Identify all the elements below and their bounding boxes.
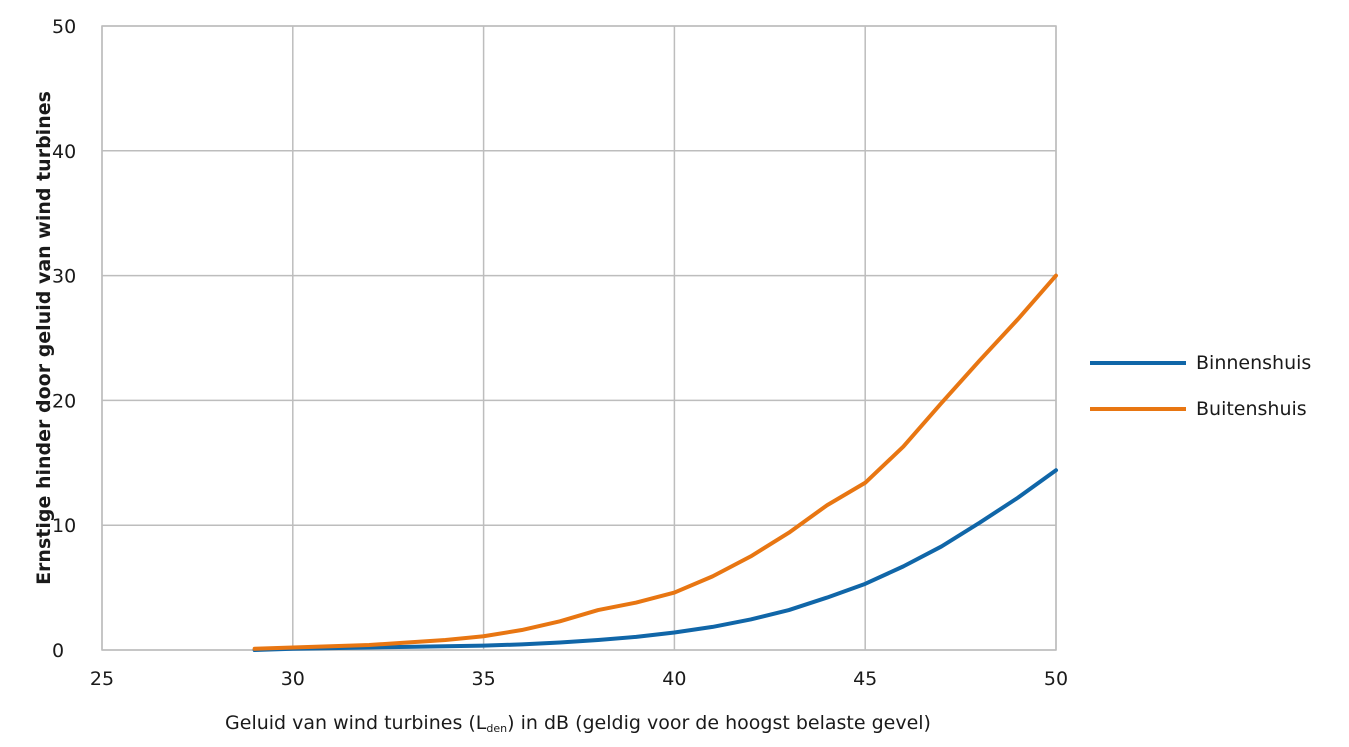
y-tick-label: 20 [52,390,76,412]
x-tick-label: 40 [662,668,686,690]
y-tick-label: 0 [52,640,64,662]
x-tick-label: 45 [853,668,877,690]
series-lines [252,273,1058,652]
x-tick-label: 25 [90,668,114,690]
legend-item: Binnenshuis [1090,340,1311,386]
legend: Binnenshuis Buitenshuis [1090,340,1311,432]
series-line-buitenshuis [252,273,1058,651]
y-tick-label: 30 [52,266,76,288]
legend-swatch [1090,407,1186,411]
legend-swatch [1090,361,1186,365]
x-tick-label: 35 [472,668,496,690]
y-tick-label: 40 [52,141,76,163]
x-tick-label: 30 [281,668,305,690]
legend-label: Buitenshuis [1196,398,1307,420]
legend-label: Binnenshuis [1196,352,1312,374]
x-tick-label: 50 [1044,668,1068,690]
legend-item: Buitenshuis [1090,386,1311,432]
y-tick-label: 50 [52,16,76,38]
plot-area [101,25,1057,651]
x-axis-label-suffix: ) in dB (geldig voor de hoogst belaste g… [507,712,931,734]
grid [101,25,1057,651]
x-axis-label: Geluid van wind turbines (Lden) in dB (g… [100,712,1056,735]
y-axis-label: Ernstige hinder door geluid van wind tur… [33,91,55,585]
x-axis-label-subscript: den [486,722,508,735]
y-tick-label: 10 [52,515,76,537]
x-axis-label-prefix: Geluid van wind turbines (L [225,712,487,734]
series-line-binnenshuis [252,468,1058,652]
tick-labels: 25 30 35 40 45 50 0 10 20 30 40 50 [52,16,1068,690]
